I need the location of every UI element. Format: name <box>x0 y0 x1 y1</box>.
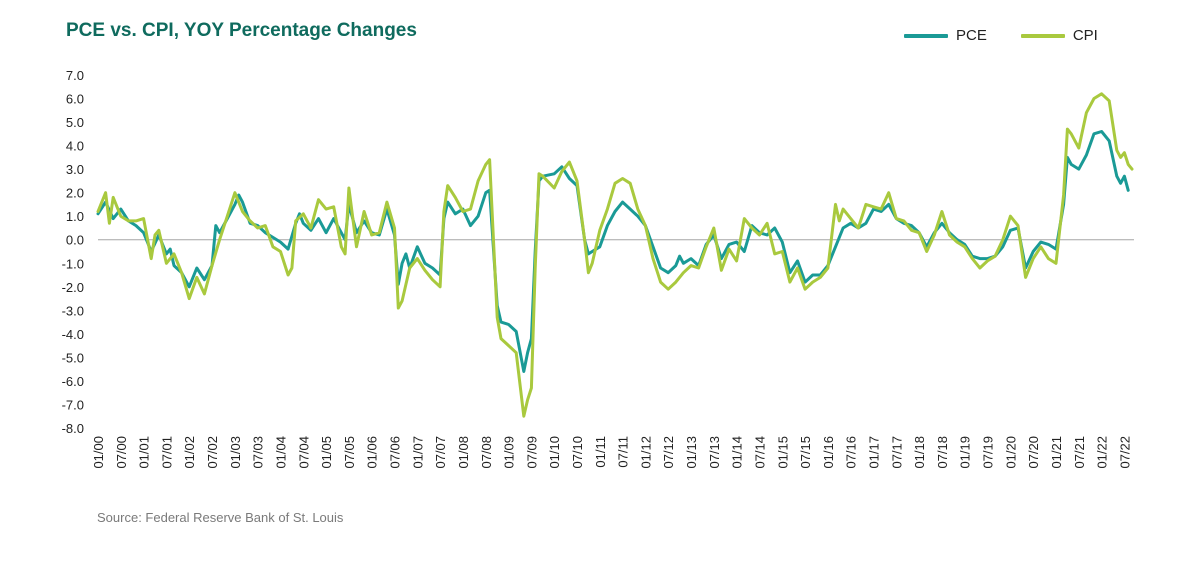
y-tick-label: -4.0 <box>62 327 84 342</box>
y-tick-label: -3.0 <box>62 303 84 318</box>
x-tick-label: 01/22 <box>1095 436 1110 469</box>
x-tick-label: 07/18 <box>935 436 950 469</box>
x-tick-label: 01/10 <box>547 436 562 469</box>
x-tick-label: 07/10 <box>570 436 585 469</box>
x-tick-label: 07/07 <box>433 436 448 469</box>
x-tick-label: 01/20 <box>1003 436 1018 469</box>
legend-label-cpi: CPI <box>1072 27 1098 44</box>
x-tick-label: 07/04 <box>296 436 311 469</box>
y-tick-label: 7.0 <box>66 68 84 83</box>
x-tick-label: 07/20 <box>1026 436 1041 469</box>
x-tick-label: 07/22 <box>1117 436 1132 469</box>
x-tick-label: 01/05 <box>319 436 334 469</box>
x-tick-label: 07/08 <box>479 436 494 469</box>
x-tick-label: 07/00 <box>114 436 129 469</box>
legend-item-cpi: CPI <box>1020 27 1098 44</box>
y-tick-label: 1.0 <box>66 209 84 224</box>
x-tick-label: 01/14 <box>730 436 745 469</box>
x-tick-label: 01/01 <box>137 436 152 469</box>
y-tick-label: -6.0 <box>62 374 84 389</box>
y-tick-label: 5.0 <box>66 115 84 130</box>
x-tick-label: 01/06 <box>365 436 380 469</box>
x-tick-label: 07/14 <box>752 436 767 469</box>
x-tick-label: 01/16 <box>821 436 836 469</box>
x-axis: 01/00 07/00 01/01 07/01 01/02 07/02 01/03 07/03… <box>91 436 1132 469</box>
x-tick-label: 07/02 <box>205 436 220 469</box>
y-tick-label: 0.0 <box>66 233 84 248</box>
x-tick-label: 07/16 <box>844 436 859 469</box>
series-layer <box>96 92 1134 418</box>
y-tick-label: -2.0 <box>62 280 84 295</box>
x-tick-label: 07/13 <box>707 436 722 469</box>
x-tick-label: 01/15 <box>775 436 790 469</box>
x-tick-label: 07/09 <box>524 436 539 469</box>
x-tick-label: 07/21 <box>1072 436 1087 469</box>
x-tick-label: 01/09 <box>502 436 517 469</box>
x-tick-label: 01/00 <box>91 436 106 469</box>
series-line-cpi <box>96 92 1134 418</box>
x-tick-label: 01/04 <box>273 436 288 469</box>
y-tick-label: 4.0 <box>66 139 84 154</box>
legend-swatch-pce <box>904 33 948 38</box>
x-tick-label: 01/18 <box>912 436 927 469</box>
x-tick-label: 01/12 <box>638 436 653 469</box>
y-tick-label: 6.0 <box>66 92 84 107</box>
x-tick-label: 01/21 <box>1049 436 1064 469</box>
source-note: Source: Federal Reserve Bank of St. Loui… <box>97 510 344 525</box>
x-tick-label: 07/01 <box>159 436 174 469</box>
x-tick-label: 07/11 <box>616 436 631 468</box>
x-tick-label: 07/19 <box>981 436 996 469</box>
legend-label-pce: PCE <box>956 27 987 44</box>
y-tick-label: 2.0 <box>66 186 84 201</box>
chart-title: PCE vs. CPI, YOY Percentage Changes <box>66 20 417 41</box>
x-tick-label: 01/07 <box>410 436 425 469</box>
x-tick-label: 07/15 <box>798 436 813 469</box>
x-tick-label: 01/08 <box>456 436 471 469</box>
x-tick-label: 07/05 <box>342 436 357 469</box>
x-tick-label: 01/17 <box>867 436 882 469</box>
x-tick-label: 07/12 <box>661 436 676 469</box>
x-tick-label: 01/03 <box>228 436 243 469</box>
x-tick-label: 01/11 <box>593 436 608 468</box>
y-tick-label: -1.0 <box>62 256 84 271</box>
x-tick-label: 07/17 <box>889 436 904 469</box>
y-tick-label: -8.0 <box>62 421 84 436</box>
x-tick-label: 01/02 <box>182 436 197 469</box>
legend-item-pce: PCE <box>904 27 987 44</box>
x-tick-label: 01/13 <box>684 436 699 469</box>
x-tick-label: 01/19 <box>958 436 973 469</box>
series-line-pce <box>96 130 1130 373</box>
chart-legend: PCE CPI <box>904 27 1132 44</box>
x-tick-label: 07/03 <box>251 436 266 469</box>
x-tick-label: 07/06 <box>388 436 403 469</box>
y-axis: 7.0 6.0 5.0 4.0 3.0 2.0 1.0 0.0 -1.0 -2.0 -3.0 -4.0… <box>62 68 84 436</box>
y-tick-label: -5.0 <box>62 350 84 365</box>
y-tick-label: -7.0 <box>62 397 84 412</box>
legend-swatch-cpi <box>1020 33 1065 38</box>
y-tick-label: 3.0 <box>66 162 84 177</box>
